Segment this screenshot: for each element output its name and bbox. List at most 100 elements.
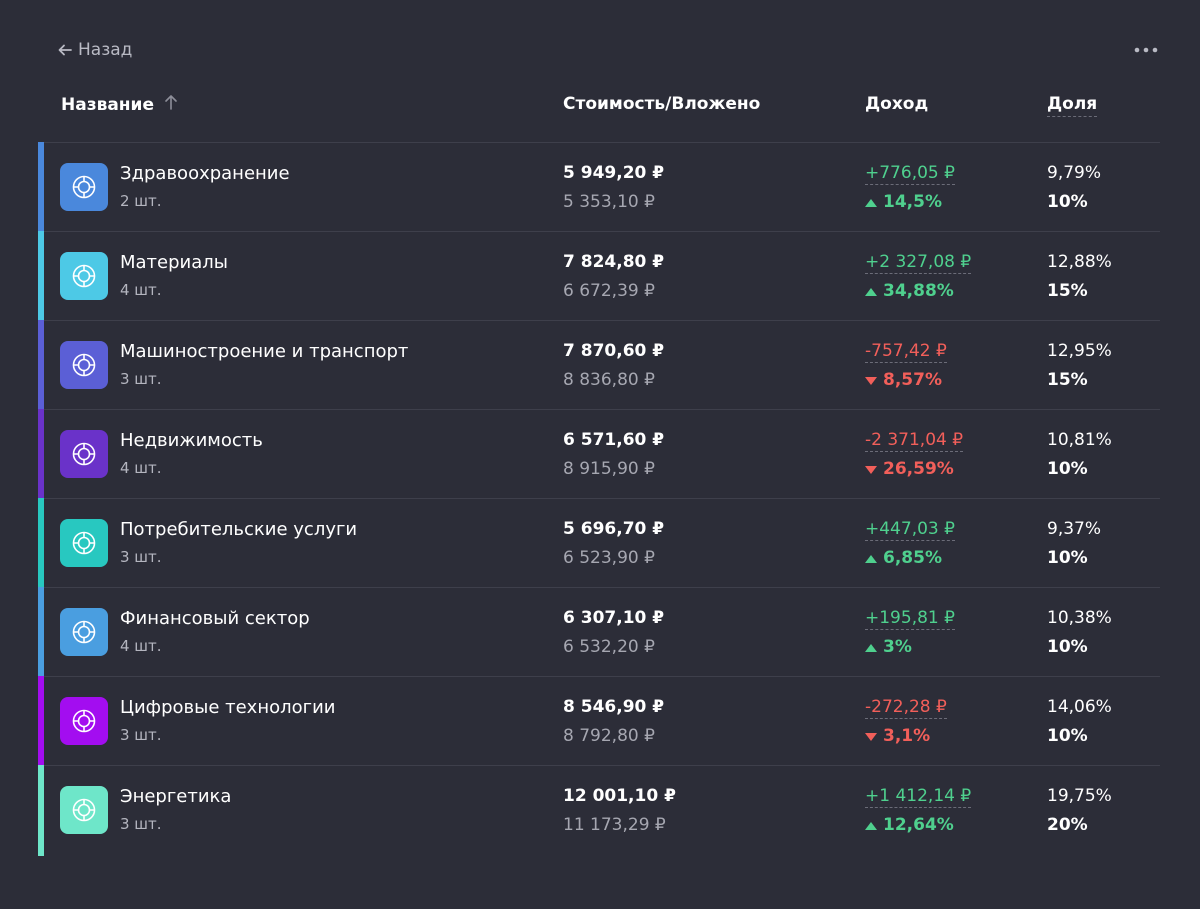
sector-logo-icon — [60, 519, 108, 567]
triangle-up-icon — [865, 548, 877, 568]
current-value: 7 824,80 ₽ — [563, 252, 665, 272]
income-percent-value: 3% — [883, 637, 912, 657]
sector-name: Материалы — [120, 252, 228, 273]
sector-quantity: 2 шт. — [120, 192, 162, 210]
sectors-table: Здравоохранение 2 шт. 5 949,20 ₽ 5 353,10 ₽… — [38, 142, 1160, 856]
column-header-income[interactable]: Доход — [865, 94, 929, 114]
income-amount[interactable]: +2 327,08 ₽ — [865, 252, 972, 274]
portfolio-share: 19,75% — [1047, 786, 1112, 806]
income-percent: 3,1% — [865, 726, 930, 746]
portfolio-share: 14,06% — [1047, 697, 1112, 717]
income-amount[interactable]: -2 371,04 ₽ — [865, 430, 964, 452]
sector-logo-icon — [60, 786, 108, 834]
current-value: 6 307,10 ₽ — [563, 608, 665, 628]
income-amount[interactable]: +776,05 ₽ — [865, 163, 955, 185]
column-header-name-label: Название — [61, 94, 154, 115]
sector-name: Финансовый сектор — [120, 608, 310, 629]
income-amount[interactable]: -757,42 ₽ — [865, 341, 947, 363]
invested-amount: 11 173,29 ₽ — [563, 815, 666, 835]
income-amount[interactable]: +195,81 ₽ — [865, 608, 955, 630]
income-amount[interactable]: +447,03 ₽ — [865, 519, 955, 541]
portfolio-share: 10,81% — [1047, 430, 1112, 450]
table-row[interactable]: Машиностроение и транспорт 3 шт. 7 870,60 … — [38, 320, 1160, 410]
sector-quantity: 4 шт. — [120, 281, 162, 299]
sector-name: Цифровые технологии — [120, 697, 336, 718]
income-percent-value: 12,64% — [883, 815, 954, 835]
income-percent: 6,85% — [865, 548, 942, 568]
sector-color-stripe — [38, 320, 44, 410]
sector-quantity: 3 шт. — [120, 548, 162, 566]
current-value: 8 546,90 ₽ — [563, 697, 665, 717]
sector-logo-icon — [60, 252, 108, 300]
target-share: 10% — [1047, 459, 1088, 479]
current-value: 12 001,10 ₽ — [563, 786, 676, 806]
income-percent: 34,88% — [865, 281, 954, 301]
sector-name: Энергетика — [120, 786, 232, 807]
income-percent-value: 34,88% — [883, 281, 954, 301]
table-row[interactable]: Здравоохранение 2 шт. 5 949,20 ₽ 5 353,10 ₽… — [38, 142, 1160, 232]
target-share: 10% — [1047, 192, 1088, 212]
triangle-up-icon — [865, 281, 877, 301]
income-percent: 14,5% — [865, 192, 942, 212]
invested-amount: 5 353,10 ₽ — [563, 192, 655, 212]
invested-amount: 8 792,80 ₽ — [563, 726, 655, 746]
more-options-button[interactable] — [1132, 38, 1160, 62]
income-percent: 26,59% — [865, 459, 954, 479]
sector-logo-icon — [60, 163, 108, 211]
invested-amount: 6 532,20 ₽ — [563, 637, 655, 657]
sector-color-stripe — [38, 587, 44, 677]
triangle-down-icon — [865, 370, 877, 390]
column-header-share[interactable]: Доля — [1047, 94, 1098, 117]
portfolio-share: 12,88% — [1047, 252, 1112, 272]
back-label: Назад — [78, 40, 133, 60]
current-value: 5 696,70 ₽ — [563, 519, 665, 539]
triangle-down-icon — [865, 459, 877, 479]
income-percent-value: 26,59% — [883, 459, 954, 479]
income-percent: 8,57% — [865, 370, 942, 390]
more-horizontal-icon — [1134, 47, 1158, 53]
portfolio-share: 9,79% — [1047, 163, 1102, 183]
triangle-up-icon — [865, 192, 877, 212]
arrow-up-icon — [164, 94, 178, 115]
target-share: 10% — [1047, 637, 1088, 657]
target-share: 20% — [1047, 815, 1088, 835]
current-value: 7 870,60 ₽ — [563, 341, 665, 361]
top-bar: Назад — [58, 38, 1160, 66]
sector-logo-icon — [60, 341, 108, 389]
arrow-left-icon — [58, 44, 72, 56]
sector-name: Потребительские услуги — [120, 519, 358, 540]
table-row[interactable]: Цифровые технологии 3 шт. 8 546,90 ₽ 8 792,… — [38, 676, 1160, 766]
income-amount[interactable]: -272,28 ₽ — [865, 697, 947, 719]
target-share: 15% — [1047, 281, 1088, 301]
table-row[interactable]: Потребительские услуги 3 шт. 5 696,70 ₽ 6 5… — [38, 498, 1160, 588]
column-header-value[interactable]: Стоимость/Вложено — [563, 94, 761, 114]
back-button[interactable]: Назад — [58, 40, 132, 60]
invested-amount: 8 836,80 ₽ — [563, 370, 655, 390]
sector-color-stripe — [38, 409, 44, 499]
income-amount[interactable]: +1 412,14 ₽ — [865, 786, 972, 808]
sector-quantity: 4 шт. — [120, 459, 162, 477]
triangle-down-icon — [865, 726, 877, 746]
income-percent: 3% — [865, 637, 912, 657]
sector-name: Здравоохранение — [120, 163, 290, 184]
sector-logo-icon — [60, 608, 108, 656]
current-value: 6 571,60 ₽ — [563, 430, 665, 450]
sector-quantity: 3 шт. — [120, 370, 162, 388]
sector-quantity: 3 шт. — [120, 726, 162, 744]
table-row[interactable]: Материалы 4 шт. 7 824,80 ₽ 6 672,39 ₽ +2 327… — [38, 231, 1160, 321]
sector-name: Машиностроение и транспорт — [120, 341, 409, 362]
table-row[interactable]: Недвижимость 4 шт. 6 571,60 ₽ 8 915,90 ₽ -2 … — [38, 409, 1160, 499]
sector-color-stripe — [38, 231, 44, 321]
income-percent-value: 3,1% — [883, 726, 931, 746]
sector-name: Недвижимость — [120, 430, 263, 451]
sector-quantity: 3 шт. — [120, 815, 162, 833]
table-row[interactable]: Энергетика 3 шт. 12 001,10 ₽ 11 173,29 ₽ +1 … — [38, 765, 1160, 856]
target-share: 10% — [1047, 726, 1088, 746]
portfolio-share: 9,37% — [1047, 519, 1102, 539]
sector-logo-icon — [60, 430, 108, 478]
triangle-up-icon — [865, 815, 877, 835]
column-header-name[interactable]: Название — [61, 94, 178, 115]
table-row[interactable]: Финансовый сектор 4 шт. 6 307,10 ₽ 6 532,20… — [38, 587, 1160, 677]
invested-amount: 6 523,90 ₽ — [563, 548, 655, 568]
sector-logo-icon — [60, 697, 108, 745]
